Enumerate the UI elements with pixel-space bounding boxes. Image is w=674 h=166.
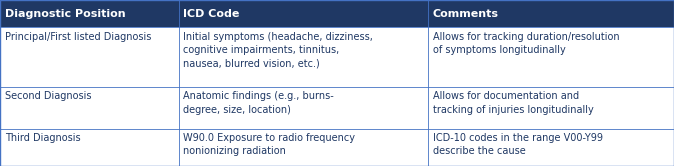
Text: Anatomic findings (e.g., burns-
degree, size, location): Anatomic findings (e.g., burns- degree, … — [183, 91, 334, 115]
Text: Comments: Comments — [433, 9, 499, 19]
Text: Third Diagnosis: Third Diagnosis — [5, 133, 80, 143]
Text: Diagnostic Position: Diagnostic Position — [5, 9, 125, 19]
Text: W90.0 Exposure to radio frequency
nonionizing radiation: W90.0 Exposure to radio frequency nonion… — [183, 133, 355, 156]
Bar — [0, 0, 674, 27]
Text: Allows for documentation and
tracking of injuries longitudinally: Allows for documentation and tracking of… — [433, 91, 594, 115]
Text: ICD Code: ICD Code — [183, 9, 240, 19]
Text: Second Diagnosis: Second Diagnosis — [5, 91, 91, 101]
Text: Principal/First listed Diagnosis: Principal/First listed Diagnosis — [5, 32, 151, 42]
Text: Initial symptoms (headache, dizziness,
cognitive impairments, tinnitus,
nausea, : Initial symptoms (headache, dizziness, c… — [183, 32, 373, 69]
Text: Allows for tracking duration/resolution
of symptoms longitudinally: Allows for tracking duration/resolution … — [433, 32, 619, 55]
Text: ICD-10 codes in the range V00-Y99
describe the cause: ICD-10 codes in the range V00-Y99 descri… — [433, 133, 603, 156]
